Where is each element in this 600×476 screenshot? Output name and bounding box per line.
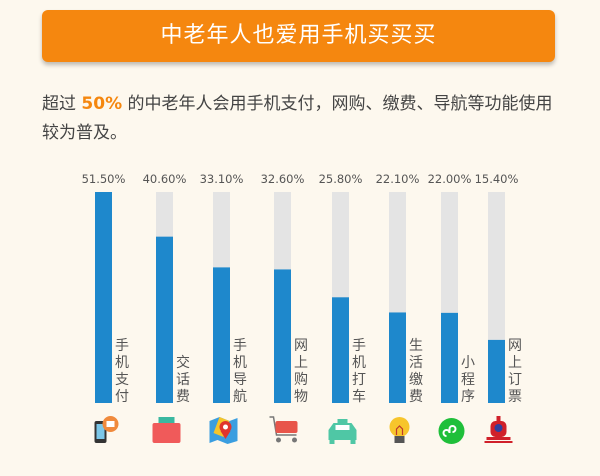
category-label: 手机支付 bbox=[115, 338, 129, 405]
bar bbox=[488, 339, 505, 403]
category-label: 交话费 bbox=[176, 354, 190, 405]
shopping-cart-icon bbox=[269, 416, 298, 443]
description-prefix: 超过 bbox=[42, 94, 82, 114]
map-pin-icon bbox=[209, 417, 238, 444]
description: 超过 50% 的中老年人会用手机支付，网购、缴费、导航等功能使用较为普及。 bbox=[42, 90, 562, 148]
bar bbox=[274, 269, 291, 403]
category-label: 手机打车 bbox=[352, 338, 366, 405]
data-label: 25.80% bbox=[319, 172, 363, 186]
category-label: 小程序 bbox=[461, 355, 475, 405]
data-label: 51.50% bbox=[82, 172, 126, 186]
banner-title: 中老年人也爱用手机买买买 bbox=[42, 10, 555, 62]
bar bbox=[95, 192, 112, 403]
taxi-icon bbox=[328, 419, 357, 444]
category-label: 网上订票 bbox=[508, 338, 522, 405]
data-label: 40.60% bbox=[143, 172, 187, 186]
data-label: 15.40% bbox=[475, 172, 519, 186]
wallet-icon bbox=[152, 417, 181, 443]
data-label: 22.00% bbox=[428, 172, 472, 186]
phone-payment-icon bbox=[94, 416, 119, 443]
data-label: 32.60% bbox=[261, 172, 305, 186]
category-label: 网上购物 bbox=[294, 338, 308, 405]
bar bbox=[389, 312, 406, 403]
category-label: 手机导航 bbox=[233, 338, 247, 405]
bar bbox=[156, 236, 173, 403]
bar bbox=[441, 312, 458, 403]
bar bbox=[332, 297, 349, 403]
bar bbox=[213, 267, 230, 403]
mini-program-icon bbox=[438, 418, 465, 444]
data-label: 33.10% bbox=[200, 172, 244, 186]
data-label: 22.10% bbox=[376, 172, 420, 186]
train-icon bbox=[484, 416, 513, 443]
description-highlight: 50% bbox=[81, 94, 123, 114]
category-label: 生活缴费 bbox=[409, 338, 423, 405]
description-suffix: 的中老年人会用手机支付，网购、缴费、导航等功能使用较为普及。 bbox=[42, 94, 553, 143]
light-bulb-icon bbox=[389, 417, 410, 443]
